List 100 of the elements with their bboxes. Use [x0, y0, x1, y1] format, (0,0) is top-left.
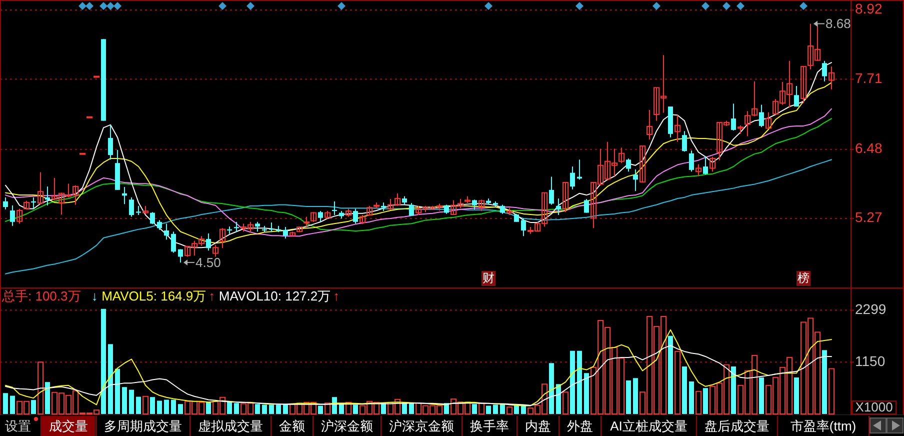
candlestick: [794, 85, 799, 108]
candlestick: [500, 204, 505, 214]
text: 多周期成交量: [104, 418, 182, 434]
text: 市盈率(ttm): [790, 418, 856, 434]
text: 内盘: [525, 418, 551, 434]
bar: [549, 363, 554, 414]
candlestick: [108, 124, 113, 160]
candlestick: [759, 104, 764, 128]
annotation: MAVOL5: 164.9万: [102, 288, 206, 304]
bar: [227, 401, 232, 414]
candlestick: [444, 204, 449, 214]
candlestick: [478, 199, 484, 212]
bar: [10, 396, 15, 414]
line-series: [5, 344, 832, 406]
candlestick: [16, 208, 22, 224]
candlestick: [646, 109, 652, 140]
text: 金额: [279, 418, 305, 434]
bar: [570, 350, 575, 414]
annotation: 榜: [798, 271, 810, 286]
candlestick: [409, 202, 414, 216]
bar: [584, 373, 589, 414]
candlestick: [283, 226, 288, 239]
candlestick: [304, 216, 310, 227]
candlestick: [549, 176, 554, 206]
bar: [689, 381, 694, 414]
bar: [409, 403, 414, 414]
candlestick: [618, 147, 624, 164]
candlestick: [800, 66, 806, 104]
y-axis-title: X1000: [855, 399, 893, 414]
candlestick: [584, 198, 589, 214]
annotation: 财: [482, 271, 494, 286]
candlestick: [318, 210, 323, 222]
candlestick: [689, 150, 694, 172]
annotation: MAVOL10: 127.2万: [218, 288, 331, 304]
annotation: ↓: [91, 288, 98, 304]
candlestick: [633, 168, 638, 192]
candlestick: [164, 223, 169, 240]
bar: [731, 366, 736, 414]
candlestick: [157, 220, 162, 230]
bar: [822, 350, 827, 414]
candlestick: [703, 156, 708, 175]
text: 沪深金额: [321, 418, 373, 434]
candlestick: [828, 66, 834, 90]
candlestick: [822, 60, 827, 82]
annotation: 8.68: [826, 16, 851, 32]
candlestick: [640, 145, 646, 183]
candlestick: [682, 130, 687, 152]
bar: [108, 344, 113, 414]
bar: [556, 384, 561, 414]
annotation: 4.50: [196, 254, 221, 270]
y-tick-label: 1150: [855, 352, 886, 369]
bar: [353, 404, 358, 414]
text: 外盘: [567, 418, 593, 434]
text: 虚拟成交量: [198, 418, 263, 434]
candlestick: [472, 199, 477, 210]
annotation: ↑: [333, 288, 340, 304]
bar: [136, 396, 141, 414]
candlestick: [150, 212, 155, 225]
bar: [269, 404, 274, 414]
bar: [668, 336, 673, 414]
text: 设置: [5, 418, 31, 434]
bar: [31, 400, 36, 414]
bar: [129, 390, 134, 414]
candlestick: [269, 222, 274, 233]
bar: [150, 397, 155, 414]
y-tick-label: 5.27: [855, 209, 882, 226]
bar: [759, 377, 764, 414]
bar: [262, 404, 267, 414]
bar: [493, 404, 498, 414]
text: AI立桩成交量: [610, 418, 688, 434]
y-tick-label: 7.71: [855, 70, 882, 86]
bar: [577, 350, 582, 414]
candlestick: [674, 114, 680, 142]
bar: [234, 403, 239, 414]
bar: [178, 404, 183, 414]
candlestick: [220, 228, 226, 249]
candlestick: [353, 208, 358, 224]
candlestick: [310, 212, 316, 222]
candlestick: [136, 205, 141, 216]
bar: [255, 404, 260, 414]
bar: [164, 400, 169, 414]
candlestick: [766, 112, 772, 129]
bar: [318, 406, 323, 414]
candlestick: [710, 156, 716, 172]
candlestick: [521, 218, 526, 237]
text: 盘后成交量: [704, 418, 770, 434]
bar: [633, 378, 638, 414]
bar: [626, 380, 631, 414]
candlestick: [556, 198, 561, 216]
text: 成交量: [49, 418, 88, 434]
y-tick-label: 8.92: [855, 0, 882, 17]
candlestick: [10, 204, 15, 226]
y-tick-label: 6.48: [855, 140, 882, 156]
candlestick: [562, 182, 568, 213]
candlestick: [3, 196, 8, 210]
bar: [486, 406, 491, 414]
candlestick: [206, 232, 211, 251]
bar: [794, 377, 799, 414]
bar: [115, 368, 120, 414]
candlestick: [731, 103, 736, 132]
